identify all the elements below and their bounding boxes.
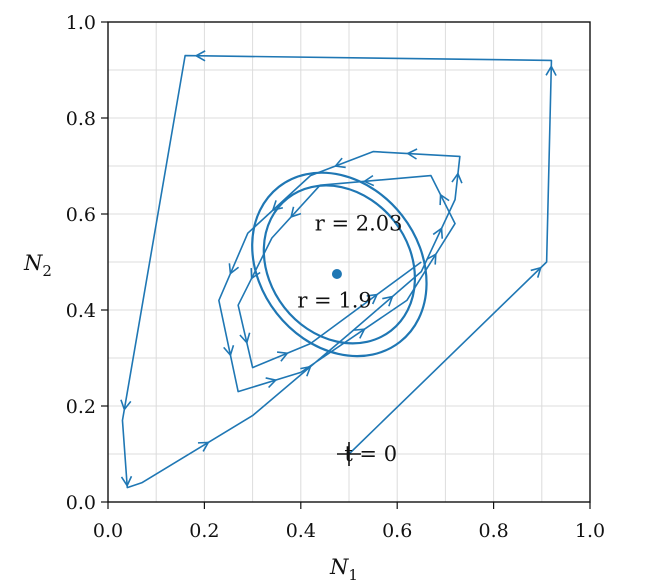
trajectory-arrow — [354, 328, 366, 339]
trajectory-arrow — [197, 441, 210, 452]
trajectory-arrow — [426, 252, 437, 265]
axes-frame — [107, 21, 591, 503]
trajectory-line — [121, 54, 553, 489]
labels: N1 N2 r = 2.03 r = 1.9 t = 0 — [23, 212, 403, 584]
y-tick-label: 0.4 — [66, 300, 96, 322]
plot-frame — [107, 21, 591, 503]
trajectory-arrow — [250, 267, 261, 280]
annotation-label: r = 2.03 — [315, 212, 403, 236]
trajectory-arrow — [300, 365, 312, 377]
trajectory-arrow — [120, 399, 132, 412]
annotation-label: r = 1.9 — [297, 288, 371, 312]
y-axis-label-sub: 2 — [42, 262, 52, 280]
x-axis-label-sub: 1 — [348, 566, 358, 584]
y-axis-label: N2 — [23, 251, 52, 280]
trajectory-arrow — [451, 172, 463, 184]
fixed-point-dot — [331, 269, 342, 279]
ticks: 0.0 0.2 0.4 0.6 0.8 1.0 0.0 0.2 0.4 0.6 0.8 1.0 — [66, 12, 605, 542]
x-tick-label: 0.6 — [382, 520, 412, 542]
y-tick-label: 0.8 — [66, 108, 96, 130]
limit-cycle-inner — [262, 184, 417, 345]
y-tick-label: 0.2 — [66, 396, 96, 418]
trajectory-arrow — [530, 266, 542, 278]
trajectory-arrow — [362, 174, 375, 187]
x-tick-label: 0.0 — [93, 520, 123, 542]
y-tick-label: 1.0 — [66, 12, 96, 34]
trajectory-arrow — [120, 475, 133, 488]
annotation-label: t = 0 — [344, 442, 397, 466]
y-tick-label: 0.0 — [66, 492, 96, 514]
trajectory-arrow — [223, 345, 235, 357]
x-tick-label: 1.0 — [575, 520, 605, 542]
trajectory — [120, 50, 557, 489]
trajectory-arrow — [366, 293, 379, 305]
trajectory-arrow — [228, 263, 240, 276]
x-tick-label: 0.8 — [478, 520, 508, 542]
markers — [331, 269, 361, 466]
trajectory-arrow — [239, 332, 251, 345]
trajectory-arrow — [406, 148, 418, 160]
trajectory-arrow — [290, 206, 302, 219]
trajectory-arrow — [382, 295, 394, 307]
grid — [108, 22, 590, 502]
y-tick-label: 0.6 — [66, 204, 96, 226]
x-axis-label: N1 — [329, 555, 358, 584]
trajectory-arrow — [265, 377, 278, 389]
trajectory-arrow — [271, 200, 284, 212]
limit-cycle-outer — [251, 171, 428, 358]
x-tick-label: 0.4 — [286, 520, 316, 542]
trajectory-arrow — [333, 157, 346, 169]
trajectory-arrow — [545, 64, 557, 76]
trajectory-arrow — [276, 351, 289, 362]
trajectory-arrow — [432, 226, 444, 239]
x-tick-label: 0.2 — [189, 520, 219, 542]
limit-cycles — [251, 171, 428, 358]
trajectory-arrow — [439, 193, 450, 206]
trajectory-arrow — [194, 50, 206, 62]
